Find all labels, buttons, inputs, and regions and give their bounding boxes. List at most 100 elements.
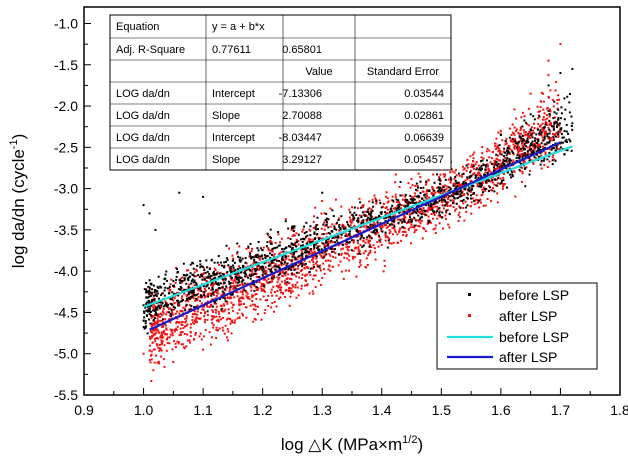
- scatter-point: [312, 278, 315, 281]
- scatter-point: [165, 304, 168, 307]
- scatter-point: [308, 237, 311, 240]
- scatter-point: [150, 358, 153, 361]
- scatter-point: [482, 186, 485, 189]
- scatter-point: [291, 234, 294, 237]
- scatter-point: [169, 302, 172, 305]
- scatter-point: [148, 287, 151, 290]
- scatter-point: [249, 255, 252, 258]
- scatter-point: [180, 343, 183, 346]
- scatter-point: [256, 313, 259, 316]
- scatter-point: [373, 194, 376, 197]
- scatter-point: [496, 192, 499, 195]
- scatter-point: [499, 163, 502, 166]
- scatter-point: [204, 328, 207, 331]
- scatter-point: [439, 191, 442, 194]
- scatter-point: [543, 157, 546, 160]
- scatter-point: [214, 281, 217, 284]
- scatter-point: [398, 185, 401, 188]
- scatter-point: [174, 342, 177, 345]
- scatter-point: [369, 249, 372, 252]
- scatter-point: [522, 129, 525, 132]
- scatter-point: [413, 231, 416, 234]
- scatter-point: [488, 179, 491, 182]
- scatter-point: [232, 279, 235, 282]
- scatter-point: [319, 269, 322, 272]
- scatter-point: [458, 183, 461, 186]
- scatter-point: [539, 131, 542, 134]
- scatter-point: [453, 171, 456, 174]
- scatter-point: [434, 224, 437, 227]
- scatter-point: [313, 250, 316, 253]
- scatter-point: [407, 201, 410, 204]
- scatter-point: [390, 207, 393, 210]
- x-axis-label: log △K (MPa×m1/2): [281, 434, 423, 454]
- scatter-point: [419, 216, 422, 219]
- scatter-point: [497, 162, 500, 165]
- scatter-point: [152, 306, 155, 309]
- scatter-point: [413, 226, 416, 229]
- scatter-point: [560, 106, 563, 109]
- scatter-point: [434, 232, 437, 235]
- scatter-point: [369, 251, 372, 254]
- scatter-point: [160, 319, 163, 322]
- scatter-point: [510, 149, 513, 152]
- scatter-point: [183, 278, 186, 281]
- scatter-point: [372, 230, 375, 233]
- scatter-point: [176, 317, 179, 320]
- scatter-point: [166, 311, 169, 314]
- scatter-point: [339, 228, 342, 231]
- scatter-point: [506, 150, 509, 153]
- scatter-point: [201, 273, 204, 276]
- scatter-point: [424, 230, 427, 233]
- scatter-point: [258, 276, 261, 279]
- scatter-point: [175, 278, 178, 281]
- scatter-point: [313, 244, 316, 247]
- scatter-point: [432, 203, 435, 206]
- scatter-point: [162, 358, 165, 361]
- scatter-point: [181, 295, 184, 298]
- scatter-point: [559, 146, 562, 149]
- scatter-point: [342, 227, 345, 230]
- scatter-point: [494, 145, 497, 148]
- scatter-point: [150, 353, 153, 356]
- scatter-point: [281, 248, 284, 251]
- scatter-point: [280, 251, 283, 254]
- scatter-point: [443, 184, 446, 187]
- scatter-point: [400, 207, 403, 210]
- table-cell: LOG da/dn: [116, 154, 170, 166]
- scatter-point: [151, 322, 154, 325]
- scatter-point: [264, 257, 267, 260]
- scatter-point: [379, 202, 382, 205]
- scatter-point: [432, 194, 435, 197]
- scatter-point: [308, 252, 311, 255]
- scatter-point: [469, 197, 472, 200]
- scatter-point: [418, 225, 421, 228]
- scatter-point: [151, 299, 154, 302]
- scatter-point: [270, 306, 273, 309]
- scatter-point: [410, 220, 413, 223]
- scatter-point: [246, 275, 249, 278]
- scatter-point: [457, 172, 460, 175]
- scatter-point: [458, 174, 461, 177]
- scatter-point: [261, 273, 264, 276]
- scatter-point: [380, 211, 383, 214]
- scatter-point: [394, 173, 397, 176]
- scatter-point: [279, 241, 282, 244]
- scatter-point: [238, 297, 241, 300]
- scatter-point: [157, 287, 160, 290]
- scatter-point: [295, 240, 298, 243]
- scatter-point: [420, 209, 423, 212]
- scatter-point: [187, 291, 190, 294]
- scatter-point: [290, 272, 293, 275]
- scatter-point: [193, 271, 196, 274]
- scatter-point: [158, 319, 161, 322]
- scatter-point: [557, 136, 560, 139]
- scatter-point: [501, 170, 504, 173]
- scatter-point: [234, 277, 237, 280]
- scatter-point: [508, 127, 511, 130]
- scatter-point: [406, 202, 409, 205]
- scatter-point: [359, 252, 362, 255]
- scatter-point: [241, 293, 244, 296]
- scatter-point: [484, 173, 487, 176]
- scatter-point: [306, 283, 309, 286]
